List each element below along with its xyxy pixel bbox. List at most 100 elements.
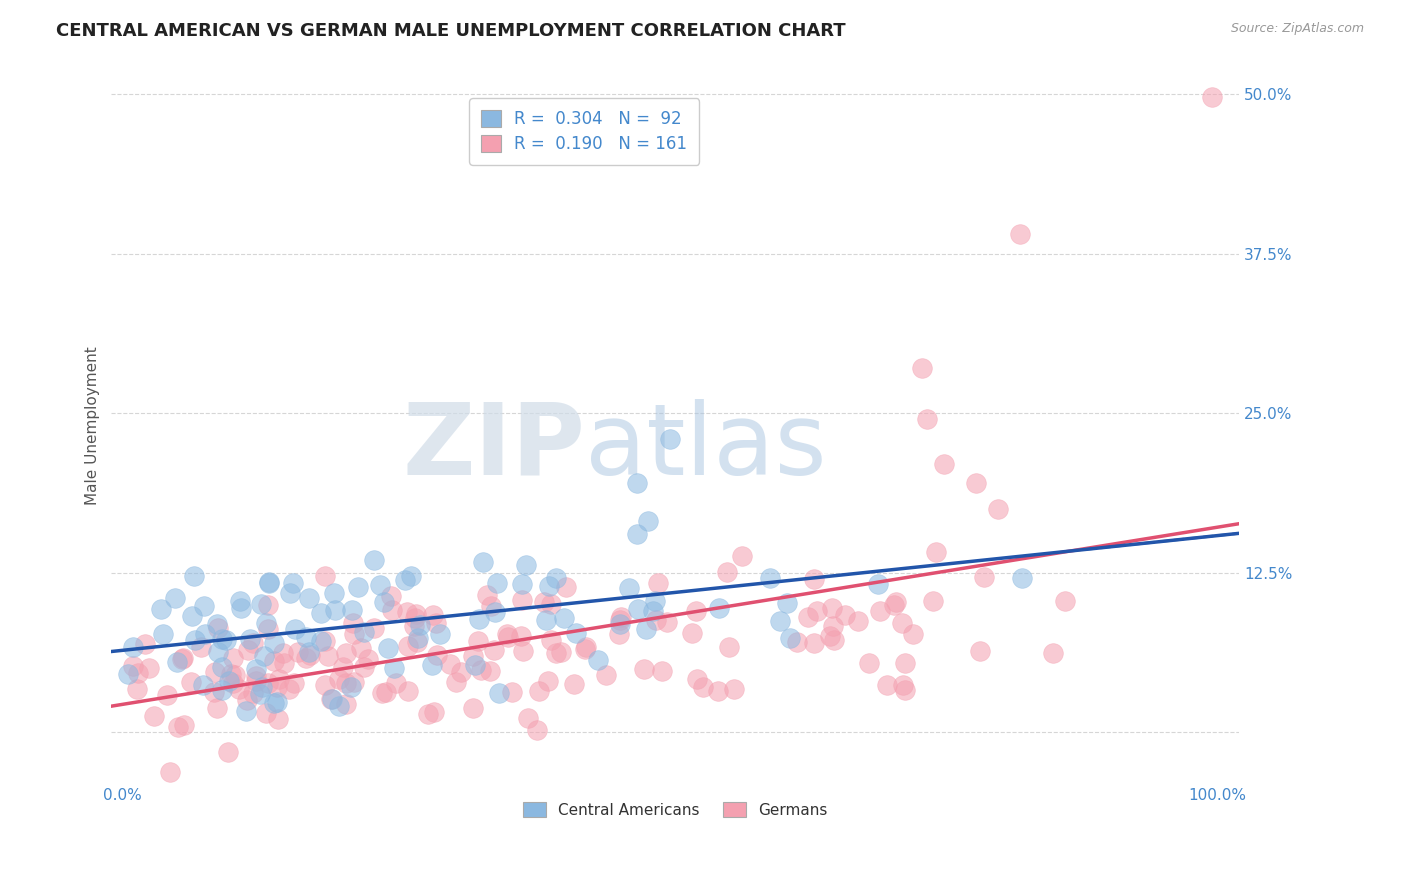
Point [125, 681, 148, 696]
Point [245, 669, 267, 683]
Point [477, 588, 499, 602]
Point [619, 581, 641, 595]
Point [574, 642, 596, 657]
Point [876, 678, 898, 692]
Point [484, 605, 506, 619]
Point [866, 576, 889, 591]
Point [269, 673, 291, 687]
Point [222, 676, 245, 690]
Point [529, 684, 551, 698]
Point [526, 723, 548, 737]
Point [181, 609, 204, 624]
Point [685, 604, 707, 618]
Point [510, 593, 533, 607]
Point [263, 636, 285, 650]
Point [381, 602, 404, 616]
Point [510, 629, 533, 643]
Point [266, 680, 288, 694]
Y-axis label: Male Unemployment: Male Unemployment [86, 346, 100, 505]
Point [486, 575, 509, 590]
Point [536, 673, 558, 688]
Point [335, 698, 357, 712]
Point [316, 649, 339, 664]
Point [363, 621, 385, 635]
Point [681, 625, 703, 640]
Point [250, 597, 273, 611]
Point [321, 692, 343, 706]
Point [257, 599, 280, 613]
Point [422, 607, 444, 622]
Point [245, 673, 267, 688]
Point [922, 594, 945, 608]
Point [911, 361, 934, 376]
Point [512, 644, 534, 658]
Point [823, 633, 845, 648]
Point [236, 693, 259, 707]
Point [759, 571, 782, 585]
Point [173, 718, 195, 732]
Point [716, 565, 738, 579]
Point [299, 648, 322, 662]
Point [786, 635, 808, 649]
Point [1042, 646, 1064, 660]
Point [211, 632, 233, 646]
Point [550, 645, 572, 659]
Point [969, 644, 991, 658]
Point [340, 603, 363, 617]
Point [298, 591, 321, 606]
Point [894, 656, 917, 670]
Point [627, 601, 650, 615]
Point [869, 604, 891, 618]
Point [647, 576, 669, 591]
Point [231, 601, 253, 615]
Point [218, 673, 240, 688]
Point [377, 641, 399, 656]
Point [409, 618, 432, 632]
Point [239, 632, 262, 647]
Point [249, 687, 271, 701]
Point [915, 412, 938, 426]
Point [685, 673, 707, 687]
Point [335, 646, 357, 660]
Point [405, 607, 427, 621]
Point [222, 651, 245, 665]
Point [266, 712, 288, 726]
Point [987, 501, 1010, 516]
Point [357, 652, 380, 666]
Point [609, 613, 631, 627]
Point [562, 677, 585, 691]
Point [468, 612, 491, 626]
Point [540, 597, 562, 611]
Point [332, 659, 354, 673]
Point [183, 569, 205, 583]
Point [496, 626, 519, 640]
Point [444, 674, 467, 689]
Point [202, 685, 225, 699]
Point [488, 686, 510, 700]
Point [207, 622, 229, 636]
Point [464, 657, 486, 672]
Point [152, 627, 174, 641]
Text: Source: ZipAtlas.com: Source: ZipAtlas.com [1230, 22, 1364, 36]
Point [723, 682, 745, 697]
Point [1011, 571, 1033, 585]
Point [309, 634, 332, 648]
Point [894, 682, 917, 697]
Point [219, 666, 242, 681]
Point [609, 627, 631, 641]
Point [283, 675, 305, 690]
Text: ZIP: ZIP [402, 399, 585, 496]
Point [263, 653, 285, 667]
Point [190, 640, 212, 654]
Point [420, 658, 443, 673]
Point [478, 664, 501, 678]
Point [166, 720, 188, 734]
Point [626, 527, 648, 541]
Point [254, 706, 277, 720]
Point [610, 610, 633, 624]
Point [633, 661, 655, 675]
Point [205, 701, 228, 715]
Point [609, 616, 631, 631]
Point [149, 602, 172, 616]
Point [309, 606, 332, 620]
